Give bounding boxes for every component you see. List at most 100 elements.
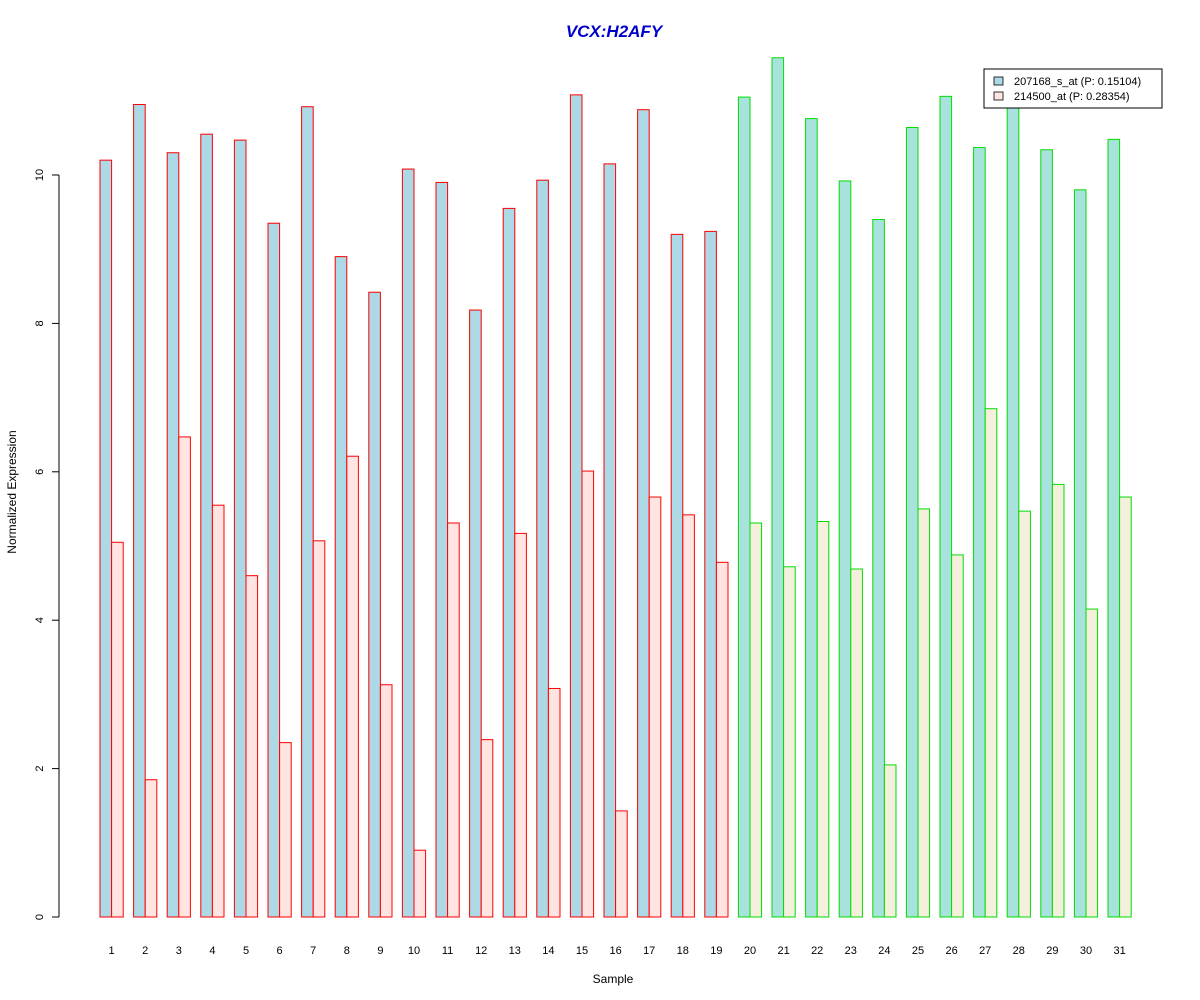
bar-series-2 bbox=[582, 471, 594, 917]
x-tick-label: 27 bbox=[979, 945, 991, 957]
bar-series-2 bbox=[448, 523, 460, 917]
y-tick-label: 10 bbox=[34, 169, 46, 181]
bar-series-1 bbox=[638, 110, 650, 917]
bar-series-1 bbox=[940, 96, 952, 917]
bar-series-1 bbox=[1074, 190, 1086, 917]
x-tick-label: 22 bbox=[811, 945, 823, 957]
bar-series-2 bbox=[851, 569, 863, 917]
bar-series-2 bbox=[918, 509, 930, 917]
bar-series-2 bbox=[515, 533, 527, 917]
bar-series-2 bbox=[716, 562, 728, 917]
bar-series-2 bbox=[784, 567, 796, 917]
bar-series-1 bbox=[537, 180, 549, 917]
bar-series-2 bbox=[1052, 484, 1064, 917]
bar-series-2 bbox=[616, 811, 628, 917]
x-tick-label: 13 bbox=[509, 945, 521, 957]
x-tick-label: 10 bbox=[408, 945, 420, 957]
x-axis-title: Sample bbox=[593, 972, 634, 986]
y-axis-title: Normalized Expression bbox=[5, 430, 19, 553]
x-tick-label: 6 bbox=[277, 945, 283, 957]
chart-title: VCX:H2AFY bbox=[566, 22, 664, 41]
x-tick-label: 23 bbox=[845, 945, 857, 957]
x-tick-label: 9 bbox=[377, 945, 383, 957]
bar-series-2 bbox=[280, 743, 292, 917]
x-tick-label: 25 bbox=[912, 945, 924, 957]
x-tick-label: 2 bbox=[142, 945, 148, 957]
x-tick-label: 11 bbox=[442, 945, 453, 957]
bar-series-2 bbox=[985, 409, 997, 917]
bar-series-2 bbox=[313, 541, 325, 917]
bar-series-1 bbox=[302, 107, 314, 917]
bar-series-2 bbox=[112, 542, 124, 917]
x-tick-label: 21 bbox=[777, 945, 789, 957]
legend-label-series-1: 207168_s_at (P: 0.15104) bbox=[1014, 76, 1141, 88]
bar-series-2 bbox=[380, 685, 392, 917]
bar-series-1 bbox=[369, 292, 381, 917]
bar-series-1 bbox=[570, 95, 582, 917]
x-tick-label: 8 bbox=[344, 945, 350, 957]
bar-series-1 bbox=[100, 160, 112, 917]
y-tick-label: 2 bbox=[34, 766, 46, 772]
x-tick-label: 19 bbox=[710, 945, 722, 957]
bar-series-1 bbox=[436, 182, 448, 917]
x-tick-label: 3 bbox=[176, 945, 182, 957]
x-tick-label: 26 bbox=[945, 945, 957, 957]
legend-swatch-series-2 bbox=[994, 92, 1003, 100]
bar-series-1 bbox=[906, 128, 918, 917]
bar-series-2 bbox=[414, 850, 426, 917]
legend-swatch-series-1 bbox=[994, 77, 1003, 85]
bar-series-1 bbox=[402, 169, 414, 917]
x-tick-label: 7 bbox=[310, 945, 316, 957]
y-tick-label: 6 bbox=[34, 469, 46, 475]
x-tick-label: 28 bbox=[1013, 945, 1025, 957]
bars-group bbox=[100, 58, 1131, 917]
x-tick-label: 17 bbox=[643, 945, 655, 957]
bar-series-2 bbox=[750, 523, 762, 917]
x-tick-label: 29 bbox=[1046, 945, 1058, 957]
legend: 207168_s_at (P: 0.15104) 214500_at (P: 0… bbox=[984, 69, 1162, 108]
x-tick-label: 16 bbox=[609, 945, 621, 957]
x-tick-label: 24 bbox=[878, 945, 890, 957]
bar-series-1 bbox=[772, 58, 784, 917]
bar-series-2 bbox=[1019, 511, 1031, 917]
y-tick-label: 8 bbox=[34, 320, 46, 326]
bar-series-1 bbox=[470, 310, 482, 917]
x-tick-label: 30 bbox=[1080, 945, 1092, 957]
bar-series-2 bbox=[548, 688, 560, 917]
bar-series-1 bbox=[335, 257, 347, 917]
bar-series-1 bbox=[705, 231, 717, 917]
bar-series-1 bbox=[806, 119, 818, 917]
x-tick-label: 20 bbox=[744, 945, 756, 957]
x-tick-label: 5 bbox=[243, 945, 249, 957]
bar-series-2 bbox=[347, 456, 359, 917]
bar-series-1 bbox=[671, 234, 683, 917]
x-tick-label: 12 bbox=[475, 945, 487, 957]
x-tick-label: 1 bbox=[109, 945, 115, 957]
bar-series-2 bbox=[683, 515, 695, 917]
y-axis: 0 2 4 6 8 10 bbox=[34, 169, 59, 920]
x-tick-label: 4 bbox=[209, 945, 215, 957]
y-tick-label: 4 bbox=[34, 617, 46, 623]
bar-series-1 bbox=[1041, 150, 1053, 917]
bar-series-2 bbox=[246, 576, 258, 917]
bar-series-2 bbox=[884, 765, 896, 917]
bar-series-1 bbox=[738, 97, 750, 917]
legend-label-series-2: 214500_at (P: 0.28354) bbox=[1014, 91, 1130, 103]
x-tick-label: 18 bbox=[677, 945, 689, 957]
bar-series-1 bbox=[503, 208, 515, 917]
bar-series-1 bbox=[1007, 97, 1019, 917]
bar-series-1 bbox=[201, 134, 213, 917]
bar-series-2 bbox=[1086, 609, 1098, 917]
bar-series-1 bbox=[604, 164, 616, 917]
x-tick-label: 14 bbox=[542, 945, 554, 957]
y-tick-label: 0 bbox=[34, 914, 46, 920]
bar-series-2 bbox=[212, 505, 224, 917]
bar-series-1 bbox=[839, 181, 851, 917]
bar-series-2 bbox=[952, 555, 964, 917]
bar-series-1 bbox=[873, 220, 885, 917]
bar-series-1 bbox=[1108, 139, 1120, 917]
bar-series-2 bbox=[649, 497, 661, 917]
bar-series-2 bbox=[481, 740, 493, 917]
bar-series-1 bbox=[167, 153, 179, 917]
